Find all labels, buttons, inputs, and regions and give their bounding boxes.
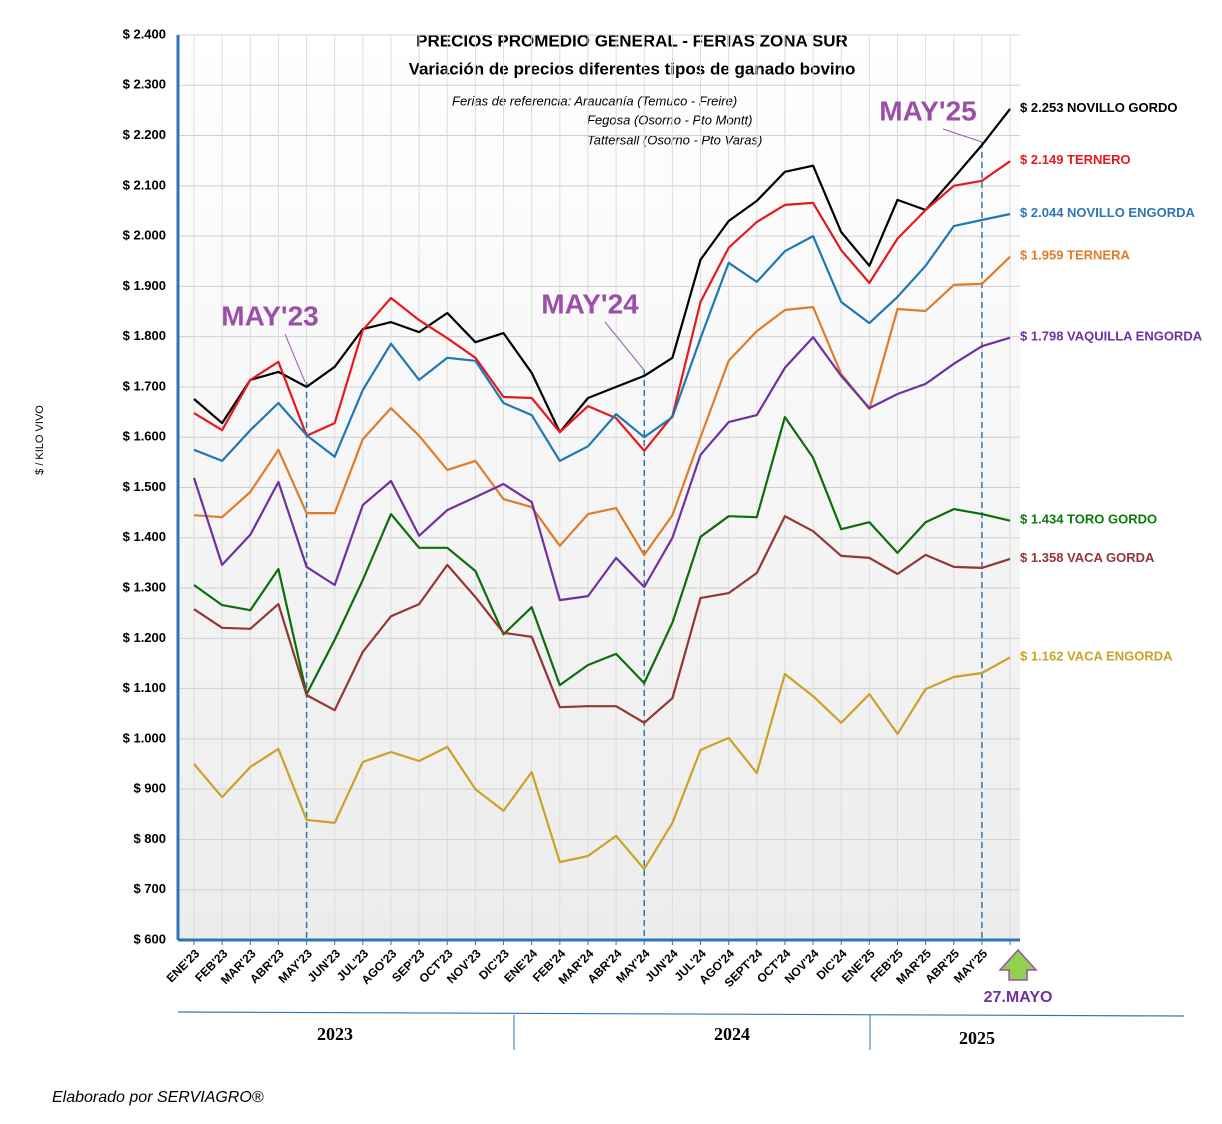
y-tick-label: $ 1.800: [123, 328, 166, 343]
legend-name: VACA ENGORDA: [1067, 649, 1173, 664]
year-label: 2024: [714, 1024, 750, 1044]
end-value: $ 2.149: [1020, 153, 1063, 168]
y-tick-label: $ 1.300: [123, 579, 166, 594]
y-tick-label: $ 800: [133, 831, 166, 846]
end-label: $ 1.358 VACA GORDA: [1020, 550, 1155, 565]
chart-subtitle: Variación de precios diferentes tipos de…: [409, 59, 856, 78]
note: Ferias de referencia: Araucanía (Temuco …: [452, 93, 737, 108]
note: Fegosa (Osorno - Pto Montt): [587, 112, 752, 127]
legend-name: VAQUILLA ENGORDA: [1067, 329, 1203, 344]
series-line: [193, 212, 1011, 462]
y-tick-label: $ 1.100: [123, 680, 166, 695]
series-line: [193, 108, 1011, 434]
y-tick-label: $ 2.300: [123, 77, 166, 92]
y-tick-label: $ 600: [133, 931, 166, 946]
end-label: $ 1.798 VAQUILLA ENGORDA: [1020, 329, 1203, 344]
series-line: [193, 160, 1011, 452]
note: Tattersall (Osorno - Pto Varas): [587, 132, 762, 147]
series-line: [193, 656, 1011, 871]
end-value: $ 1.798: [1020, 329, 1063, 344]
y-tick-label: $ 1.200: [123, 630, 166, 645]
end-label: $ 2.044 NOVILLO ENGORDA: [1020, 205, 1195, 220]
footer: Elaborado por SERVIAGRO®: [52, 1089, 264, 1106]
legend-name: TORO GORDO: [1067, 512, 1157, 527]
y-tick-label: $ 2.400: [123, 26, 166, 41]
legend-name: TERNERO: [1067, 153, 1131, 168]
legend-name: NOVILLO GORDO: [1067, 100, 1178, 115]
annotation-pointer: [604, 321, 645, 371]
end-label: $ 1.434 TORO GORDO: [1020, 512, 1157, 527]
y-tick-label: $ 1.000: [123, 730, 166, 745]
end-value: $ 1.358: [1020, 550, 1063, 565]
y-tick-label: $ 1.700: [123, 378, 166, 393]
series-line: [192, 336, 1011, 602]
legend-name: NOVILLO ENGORDA: [1067, 205, 1195, 220]
end-label: $ 2.149 TERNERO: [1020, 153, 1131, 168]
annotation: MAY'23: [221, 300, 318, 331]
chart-title: PRECIOS PROMEDIO GENERAL - FERIAS ZONA S…: [416, 31, 848, 50]
legend-name: VACA GORDA: [1067, 550, 1155, 565]
marker-label: 27.MAYO: [984, 989, 1053, 1006]
y-axis-label: $ / KILO VIVO: [34, 405, 46, 475]
year-label: 2023: [317, 1024, 353, 1044]
y-tick-label: $ 1.500: [123, 479, 166, 494]
y-tick-label: $ 2.000: [123, 228, 166, 243]
y-tick-label: $ 1.400: [123, 529, 166, 544]
year-label: 2025: [959, 1028, 995, 1048]
end-value: $ 1.959: [1020, 248, 1063, 263]
end-value: $ 1.434: [1020, 512, 1064, 527]
annotation: MAY'25: [879, 95, 976, 126]
end-label: $ 2.253 NOVILLO GORDO: [1020, 100, 1178, 115]
end-value: $ 1.162: [1020, 649, 1063, 664]
y-tick-label: $ 900: [133, 781, 166, 796]
y-tick-label: $ 2.100: [123, 177, 166, 192]
plot: $ 600 $ 700 $ 800 $ 900 $ 1.000 $ 1.100 $ 1.20…: [123, 26, 1203, 1006]
legend-name: TERNERA: [1067, 248, 1130, 263]
end-value: $ 2.044: [1020, 205, 1064, 220]
annotation-pointer: [284, 333, 306, 383]
y-tick-label: $ 1.600: [123, 429, 166, 444]
y-tick-label: $ 1.900: [123, 278, 166, 293]
end-value: $ 2.253: [1020, 100, 1063, 115]
y-tick-label: $ 2.200: [123, 127, 166, 142]
end-label: $ 1.959 TERNERA: [1020, 248, 1130, 263]
series-line: [193, 416, 1011, 696]
series-line: [193, 255, 1011, 557]
end-label: $ 1.162 VACA ENGORDA: [1020, 649, 1173, 664]
year-axis: [177, 1011, 1185, 1017]
annotation: MAY'24: [541, 288, 639, 319]
marker-arrow: [998, 948, 1038, 981]
y-tick-label: $ 700: [133, 881, 166, 896]
annotation-pointer: [942, 128, 983, 143]
series-line: [193, 515, 1011, 724]
